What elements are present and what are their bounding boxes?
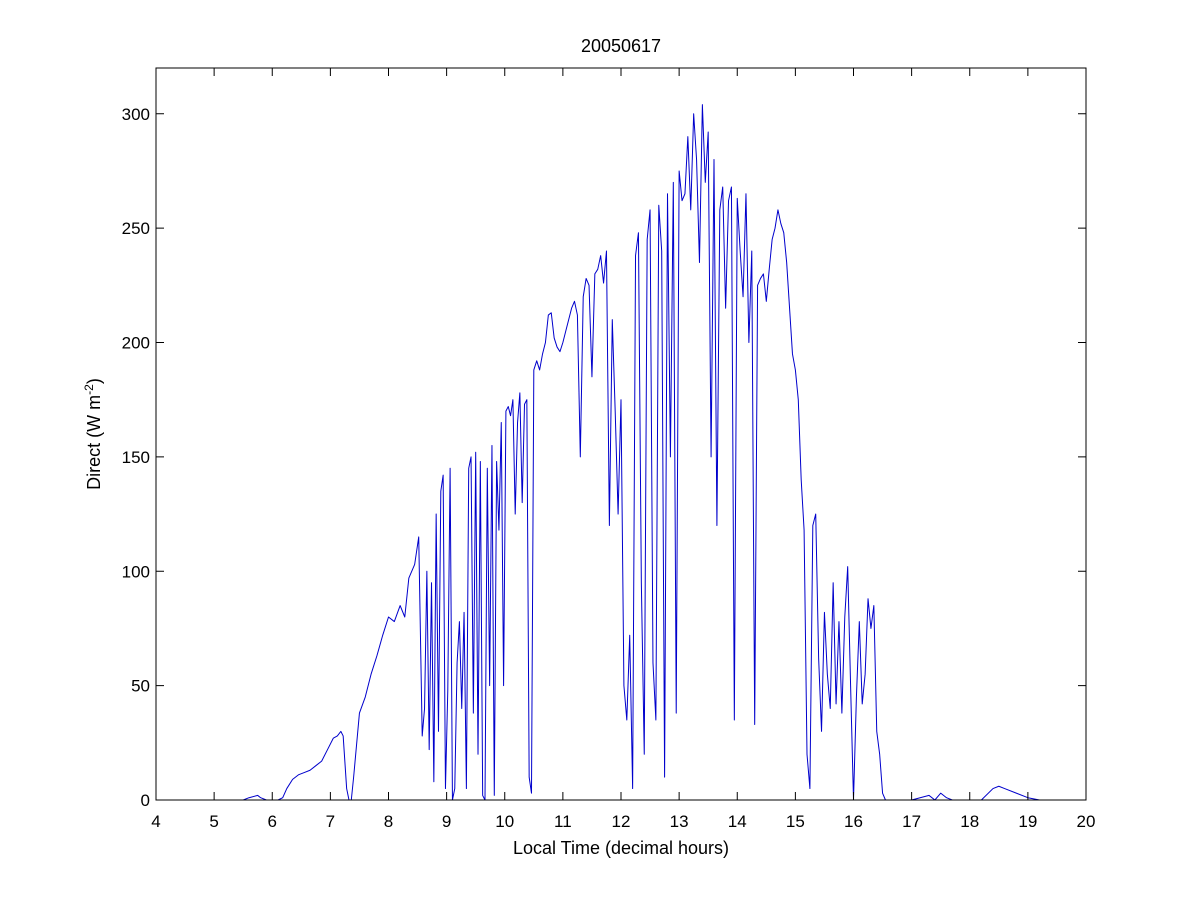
- y-axis-title-main: Direct (W m: [84, 395, 104, 490]
- y-tick-label: 300: [122, 105, 150, 124]
- x-tick-label: 11: [554, 812, 572, 831]
- x-tick-label: 12: [612, 812, 631, 831]
- chart-title: 20050617: [581, 36, 661, 56]
- x-axis-title: Local Time (decimal hours): [513, 838, 729, 858]
- series-line-0: [228, 104, 1052, 801]
- y-tick-label: 200: [122, 334, 150, 353]
- x-tick-label: 18: [960, 812, 979, 831]
- x-tick-label: 19: [1018, 812, 1037, 831]
- x-tick-label: 15: [786, 812, 805, 831]
- x-tick-label: 8: [384, 812, 393, 831]
- y-tick-label: 100: [122, 562, 150, 581]
- x-tick-label: 5: [209, 812, 218, 831]
- x-tick-label: 10: [495, 812, 514, 831]
- x-tick-label: 14: [728, 812, 747, 831]
- plot-area: [228, 104, 1052, 801]
- axes: 4 5 6 7 8 9 10 11 12 13 14 15 16 17 18 19 20050100150200…: [122, 67, 1096, 831]
- x-tick-label: 20: [1077, 812, 1096, 831]
- x-tick-label: 17: [902, 812, 921, 831]
- y-tick-label: 250: [122, 219, 150, 238]
- x-tick-label: 4: [151, 812, 160, 831]
- y-axis-title-close: ): [84, 378, 104, 384]
- x-tick-label: 7: [326, 812, 335, 831]
- x-tick-label: 16: [844, 812, 863, 831]
- y-tick-label: 0: [141, 791, 150, 810]
- y-axis-title: Direct (W m-2): [82, 378, 104, 490]
- x-tick-label: 9: [442, 812, 451, 831]
- y-axis-title-superscript: -2: [82, 384, 96, 395]
- y-tick-label: 50: [131, 677, 150, 696]
- x-tick-label: 13: [670, 812, 689, 831]
- x-tick-label: 6: [268, 812, 277, 831]
- y-tick-label: 150: [122, 448, 150, 467]
